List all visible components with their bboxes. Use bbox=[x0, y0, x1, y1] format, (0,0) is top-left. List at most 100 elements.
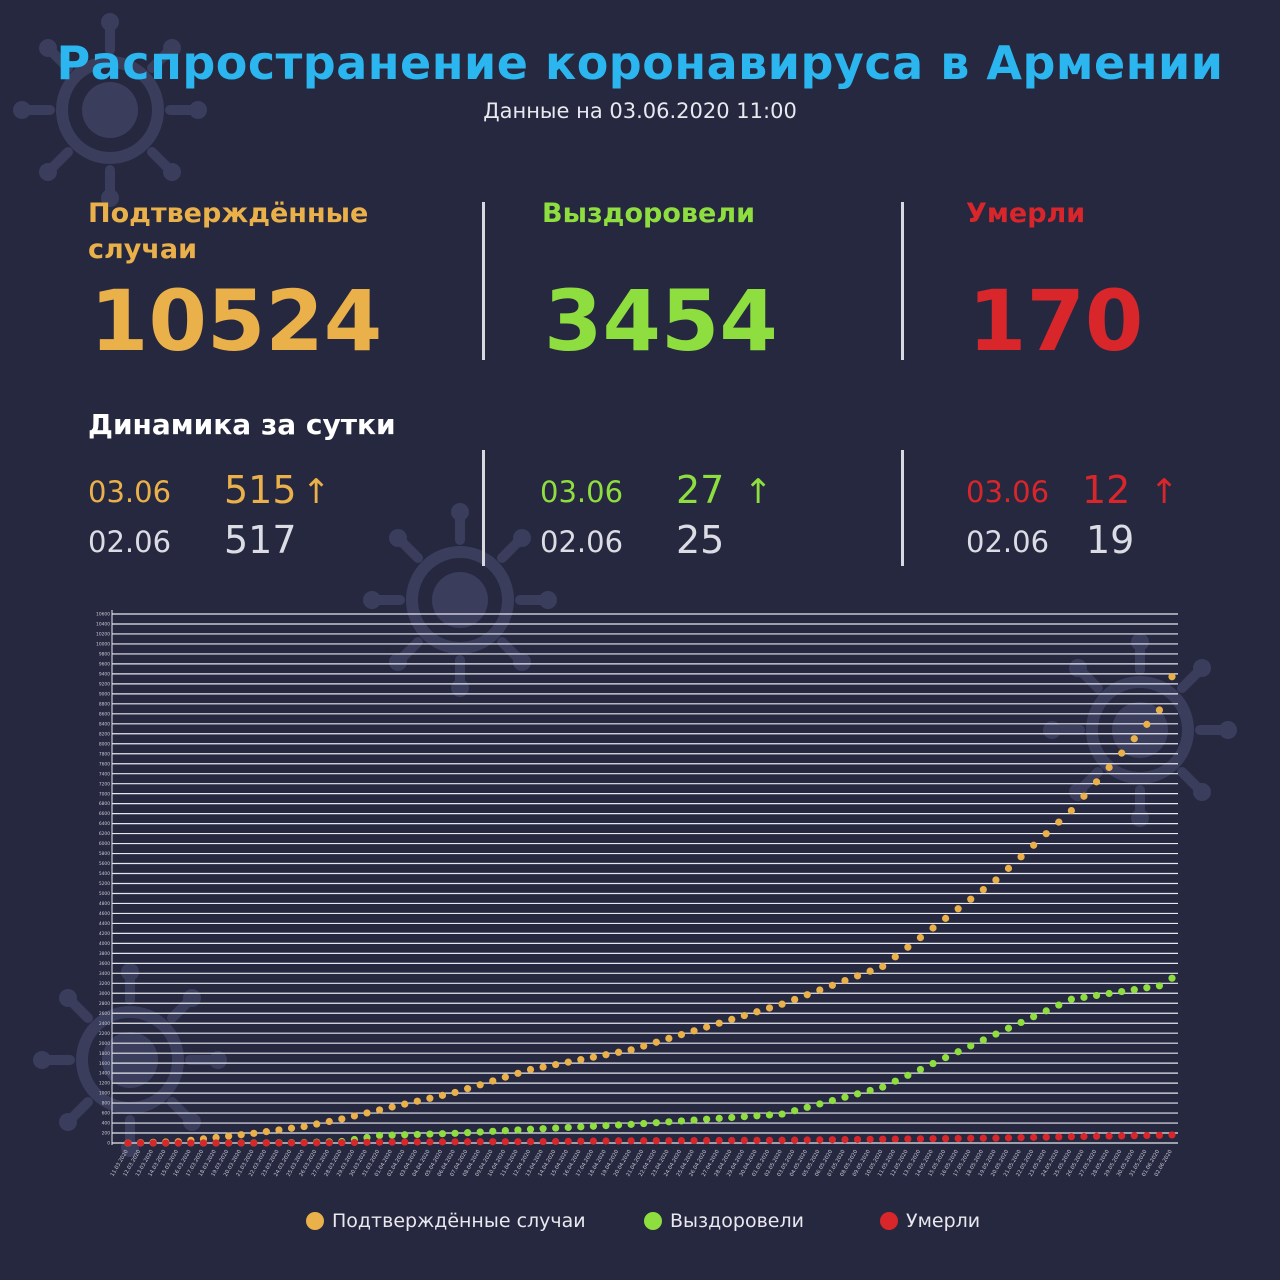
recovered-label: Выздоровели bbox=[542, 198, 756, 229]
data-point bbox=[602, 1122, 610, 1130]
data-point bbox=[1092, 1132, 1101, 1140]
data-point bbox=[514, 1069, 522, 1077]
data-point bbox=[929, 1135, 937, 1143]
divider-2 bbox=[901, 202, 904, 360]
data-point bbox=[765, 1004, 774, 1012]
data-point bbox=[1080, 993, 1088, 1001]
legend-item-recovered: Выздоровели bbox=[644, 1206, 804, 1236]
confirmed-up-arrow-icon: ↑ bbox=[302, 472, 331, 512]
data-point bbox=[904, 1135, 912, 1143]
data-point bbox=[589, 1053, 597, 1061]
data-point bbox=[891, 1077, 899, 1085]
data-point bbox=[753, 1008, 761, 1016]
recovered-prev-value: 25 bbox=[676, 518, 725, 562]
data-point bbox=[791, 1136, 799, 1144]
data-point bbox=[1143, 984, 1151, 992]
data-point bbox=[791, 1107, 799, 1115]
data-point bbox=[879, 962, 887, 971]
legend-dot-icon bbox=[306, 1212, 324, 1230]
data-point bbox=[715, 1114, 723, 1122]
y-tick-label: 6200 bbox=[99, 831, 110, 837]
data-point bbox=[363, 1109, 371, 1117]
legend-dot-icon bbox=[880, 1212, 898, 1230]
data-point bbox=[426, 1138, 434, 1146]
data-point bbox=[954, 1134, 962, 1143]
divider-1 bbox=[482, 202, 485, 360]
data-point bbox=[539, 1137, 547, 1146]
data-point bbox=[765, 1136, 774, 1144]
data-point bbox=[929, 1059, 937, 1068]
y-tick-label: 5600 bbox=[99, 861, 110, 867]
data-point bbox=[489, 1138, 497, 1146]
data-point bbox=[589, 1137, 597, 1145]
data-point bbox=[1143, 720, 1151, 728]
deaths-today-value: 12 bbox=[1082, 468, 1131, 512]
data-point bbox=[552, 1137, 560, 1146]
y-tick-label: 1000 bbox=[99, 1091, 110, 1097]
data-point bbox=[325, 1117, 333, 1126]
confirmed-label-line1: Подтверждённые bbox=[88, 198, 369, 229]
data-point bbox=[300, 1139, 308, 1147]
data-point bbox=[564, 1123, 572, 1132]
chart-legend: Подтверждённые случаи Выздоровели Умерли bbox=[0, 1206, 1280, 1236]
data-point bbox=[413, 1138, 421, 1146]
data-point bbox=[904, 1071, 912, 1079]
data-point bbox=[501, 1127, 509, 1135]
cases-chart: 0 200 400 600 800 1000 1200 1400 1600 1800 2000 220… bbox=[96, 610, 1178, 1178]
data-point bbox=[1155, 1131, 1164, 1139]
data-point bbox=[388, 1138, 396, 1146]
data-point bbox=[464, 1138, 472, 1146]
data-point bbox=[426, 1094, 434, 1102]
deaths-prev-date: 02.06 bbox=[966, 525, 1050, 559]
data-point bbox=[690, 1136, 698, 1145]
data-point bbox=[828, 1136, 836, 1144]
data-point bbox=[1118, 1132, 1126, 1140]
data-point bbox=[1030, 1013, 1038, 1021]
data-point bbox=[149, 1139, 157, 1147]
data-point bbox=[677, 1117, 686, 1125]
divider-4 bbox=[901, 450, 904, 566]
data-point bbox=[967, 895, 975, 903]
data-point bbox=[992, 1134, 1000, 1142]
data-point bbox=[1004, 1024, 1013, 1032]
y-tick-label: 4000 bbox=[99, 941, 110, 947]
data-point bbox=[401, 1138, 409, 1146]
legend-item-confirmed: Подтверждённые случаи bbox=[306, 1206, 586, 1236]
grid-lines bbox=[111, 610, 1178, 1145]
confirmed-label-line2: случаи bbox=[88, 234, 198, 265]
data-point bbox=[1017, 1018, 1025, 1027]
data-point bbox=[325, 1139, 333, 1147]
data-point bbox=[841, 1093, 849, 1101]
data-point bbox=[614, 1137, 623, 1145]
data-point bbox=[438, 1091, 447, 1099]
data-point bbox=[1030, 841, 1038, 849]
data-point bbox=[853, 1090, 862, 1098]
data-point bbox=[1168, 974, 1176, 982]
data-point bbox=[225, 1132, 233, 1140]
data-point bbox=[753, 1112, 761, 1120]
data-point bbox=[853, 1135, 862, 1144]
data-point bbox=[1155, 982, 1164, 990]
data-point bbox=[703, 1136, 711, 1145]
data-point bbox=[1155, 706, 1164, 714]
recovered-total: 3454 bbox=[544, 272, 778, 370]
data-point bbox=[577, 1123, 585, 1131]
data-point bbox=[526, 1125, 535, 1133]
y-tick-label: 7600 bbox=[99, 761, 110, 767]
data-point bbox=[828, 981, 836, 989]
y-tick-label: 9200 bbox=[99, 681, 110, 687]
data-point bbox=[652, 1137, 660, 1145]
data-point bbox=[426, 1130, 434, 1138]
y-tick-label: 7000 bbox=[99, 791, 110, 797]
data-point bbox=[124, 1139, 132, 1147]
data-point bbox=[740, 1011, 748, 1020]
y-tick-label: 6400 bbox=[99, 821, 110, 827]
data-point bbox=[1105, 763, 1113, 772]
data-point bbox=[740, 1113, 748, 1121]
legend-label-recovered: Выздоровели bbox=[670, 1210, 804, 1232]
data-point bbox=[1168, 1131, 1176, 1139]
data-point bbox=[526, 1138, 535, 1146]
y-tick-label: 8200 bbox=[99, 731, 110, 737]
data-point bbox=[614, 1048, 623, 1056]
y-tick-label: 5400 bbox=[99, 871, 110, 877]
